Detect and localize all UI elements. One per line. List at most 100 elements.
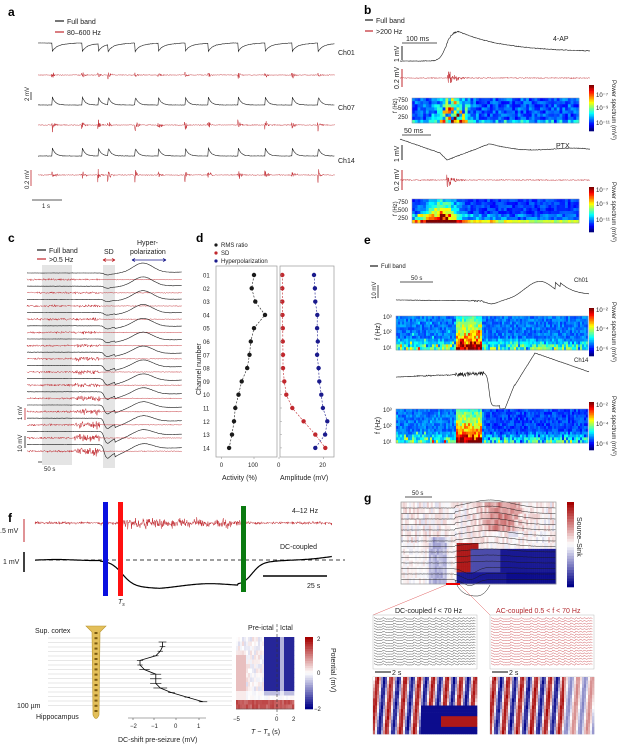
spectrogram-cell (504, 426, 507, 430)
spectrogram-cell (548, 327, 551, 331)
spectrogram-cell (486, 428, 489, 432)
potential-heatmap-cell (236, 691, 239, 696)
potential-heatmap-cell (252, 655, 255, 660)
data-point (280, 352, 286, 357)
spectrogram-cell (450, 426, 453, 430)
trace-filtered-ch07 (37, 119, 335, 133)
spectrogram-cell (450, 107, 455, 111)
spectrogram-cell (404, 327, 407, 331)
colorbar-segment (589, 117, 594, 120)
spectrogram-cell (584, 341, 587, 345)
csd-heatmap-cell (486, 525, 489, 532)
spectrogram-cell (534, 104, 538, 108)
csd-heatmap-cell (422, 578, 426, 585)
spectrogram-cell (546, 341, 549, 345)
spectrogram-cell (462, 324, 465, 328)
csd-heatmap-cell (482, 519, 485, 526)
csd-heatmap-cell (508, 566, 511, 573)
spectrogram-cell (544, 338, 547, 342)
spectrogram-cell (514, 417, 517, 421)
spectrogram-cell (432, 344, 435, 348)
spectrogram-cell (498, 202, 502, 206)
spectrogram-cell (446, 414, 449, 418)
spectrogram-cell (418, 338, 421, 342)
csd-heatmap-cell (498, 548, 501, 556)
csd-heatmap-cell (472, 513, 475, 520)
spectrogram-cell (554, 341, 557, 345)
spectrogram-cell (408, 327, 411, 331)
potential-heatmap-cell (238, 637, 241, 642)
spectrogram-cell (502, 411, 505, 415)
spectrogram-cell (420, 101, 424, 105)
spectrogram-cell (424, 420, 427, 424)
spectrogram-cell (570, 330, 573, 334)
spectrogram-cell (502, 426, 505, 430)
colorbar-segment (589, 121, 594, 124)
spectrogram-cell (450, 199, 455, 203)
spectrogram-cell (538, 420, 541, 424)
potential-heatmap-cell (250, 668, 253, 674)
csd-heatmap-cell (510, 502, 513, 509)
y-tick-label: 13 (203, 433, 210, 439)
spectrogram-cell (428, 347, 431, 351)
series-line (228, 274, 266, 448)
spectrogram-cell (454, 344, 457, 348)
spectrogram-cell (534, 101, 538, 105)
csd-heatmap-cell (480, 502, 483, 509)
spectrogram-cell (488, 327, 491, 331)
spectrogram-cell (502, 431, 505, 435)
spectrogram-cell (452, 338, 455, 342)
potential-heatmap-cell (252, 673, 255, 678)
csd-heatmap-cell (420, 525, 424, 532)
spectrogram-cell (496, 318, 499, 322)
spectrogram-cell (548, 318, 551, 322)
spectrogram-cell (509, 202, 513, 206)
spectrogram-cell (524, 327, 527, 331)
potential-heatmap-cell (246, 673, 249, 678)
csd-heatmap-cell (510, 507, 513, 515)
spectrogram-cell (422, 411, 425, 415)
csd-heatmap-cell (428, 554, 432, 561)
spectrogram-cell (580, 417, 583, 421)
spectrogram-cell (484, 344, 487, 348)
spectrogram-cell (562, 199, 566, 203)
spectrogram-cell (444, 316, 447, 320)
spectrogram-cell (424, 335, 427, 339)
csd-heatmap-cell (488, 525, 491, 532)
spectrogram-cell (518, 426, 521, 430)
spectrogram-cell (537, 107, 541, 111)
potential-heatmap-cell (258, 668, 261, 674)
csd-heatmap-cell (438, 560, 442, 567)
spectrogram-cell (490, 344, 493, 348)
spectrogram-cell (545, 101, 549, 105)
csd-heatmap-cell (408, 531, 412, 538)
spectrogram-cell (558, 338, 561, 342)
spectrogram-cell (573, 113, 577, 118)
csd-heatmap-cell (446, 566, 449, 573)
spectrogram-cell (414, 101, 418, 105)
spectrogram-cell (542, 211, 546, 215)
spectrogram-cell (553, 205, 558, 209)
spectrogram-cell (564, 420, 567, 424)
spectrogram-cell (558, 414, 561, 418)
data-point (325, 419, 330, 424)
csd-heatmap-cell (468, 560, 471, 567)
spectrogram-cell (481, 214, 485, 218)
spectrogram-cell (436, 414, 439, 418)
potential-heatmap-cell (238, 641, 241, 647)
spectrogram-cell (438, 321, 441, 325)
csd-heatmap-cell (442, 578, 446, 585)
spectrogram-cell (418, 434, 421, 438)
spectrogram-cell (554, 321, 557, 325)
probe-electrode (94, 642, 98, 645)
y-tick: 10² (383, 424, 392, 430)
spectrogram-cell (425, 199, 429, 203)
colorbar-segment (589, 109, 594, 112)
spectrogram-cell (574, 428, 577, 432)
spectrogram-cell (432, 321, 435, 325)
csd-heatmap-cell (458, 548, 461, 556)
csd-heatmap-cell (464, 560, 467, 567)
csd-heatmap-cell (498, 560, 501, 567)
spectrogram-cell (481, 205, 485, 209)
spectrogram-cell (488, 417, 491, 421)
